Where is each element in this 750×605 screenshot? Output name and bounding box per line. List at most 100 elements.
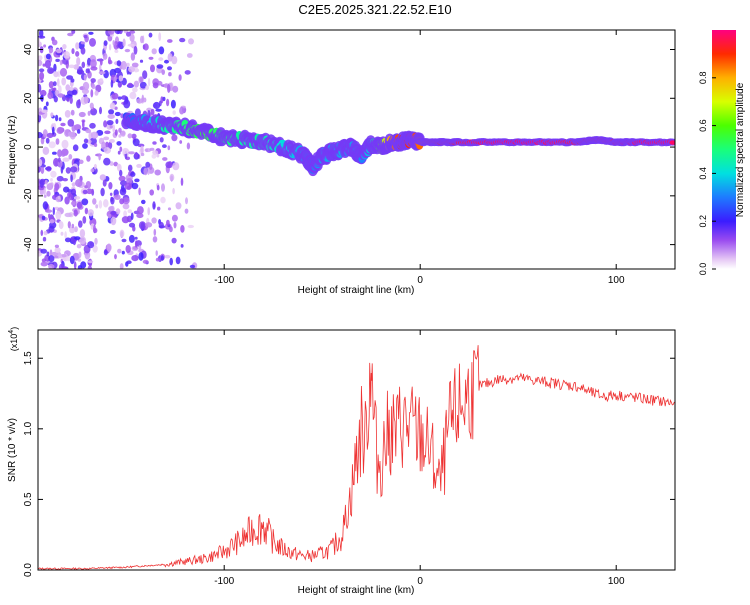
spectrogram-cell	[89, 38, 96, 47]
x-tick-label: 0	[417, 576, 423, 587]
spectrogram-cell	[147, 78, 151, 87]
spectrogram-cell	[87, 209, 94, 217]
spectrogram-cell	[40, 166, 45, 174]
y-tick-label: 1.5	[23, 351, 34, 365]
spectrogram-cell	[171, 55, 178, 65]
spectrogram-cell	[169, 257, 173, 266]
y-tick-label: -20	[23, 188, 34, 203]
spectrogram-cell	[106, 120, 114, 126]
spectrogram-cell	[43, 194, 47, 198]
spectrogram-cell	[164, 59, 169, 64]
spectrogram-cell	[57, 93, 64, 98]
spectrogram-cell	[56, 175, 64, 182]
spectrogram-cell	[83, 74, 87, 81]
spectrogram-cell	[134, 236, 138, 240]
spectrogram-cell	[108, 141, 113, 150]
spectrogram-cell	[39, 89, 47, 97]
spectrogram-cell	[41, 215, 46, 221]
spectrogram-cell	[78, 251, 82, 258]
spectrogram-cell	[156, 153, 160, 158]
spectrogram-cell	[63, 51, 70, 59]
spectrogram-cell	[57, 195, 61, 200]
spectrogram-cell	[102, 179, 107, 187]
spectrogram-cell	[65, 97, 70, 101]
spectrogram-cell	[112, 40, 115, 46]
spectrogram-cell	[78, 236, 87, 245]
spectrogram-cell	[127, 209, 132, 214]
spectrogram-xlabel: Height of straight line (km)	[298, 285, 415, 296]
spectrogram-cell	[60, 151, 66, 157]
spectrogram-cell	[103, 120, 108, 128]
spectrogram-cell	[167, 53, 173, 62]
spectrogram-cell	[150, 64, 155, 73]
spectrogram-cell	[38, 55, 43, 61]
spectrogram-cell	[90, 59, 97, 68]
spectrogram-cell	[155, 250, 158, 256]
spectrogram-cell	[107, 114, 115, 119]
spectrogram-cell	[129, 30, 136, 34]
spectrogram-cell	[45, 166, 52, 171]
spectrogram-cell	[187, 224, 194, 229]
spectrogram-cell	[99, 106, 102, 115]
snr-y-ticks: 0.0 0.5 1.0 1.5	[23, 351, 675, 577]
spectrogram-cell	[61, 254, 67, 258]
spectrogram-cell	[143, 167, 148, 176]
x-tick-label: -100	[214, 576, 234, 587]
spectrogram-ylabel: Frequency (Hz)	[7, 116, 18, 185]
spectrogram-cell	[172, 187, 175, 195]
x-tick-label: 100	[608, 275, 625, 286]
spectrogram-cell	[142, 259, 149, 264]
spectrogram-cell	[64, 237, 72, 243]
spectrogram-cell	[669, 140, 675, 145]
spectrogram-cell	[122, 197, 130, 205]
spectrogram-cell	[114, 111, 121, 117]
spectrogram-cell	[70, 78, 75, 83]
spectrogram-cell	[66, 75, 74, 80]
snr-ylabel: SNR (10 * v/v)	[7, 418, 18, 482]
spectrogram-cell	[184, 208, 189, 214]
spectrogram-cell	[49, 221, 57, 229]
spectrogram-cell	[40, 261, 48, 267]
colorbar-ticks: 0.0 0.2 0.4 0.6 0.8	[698, 72, 716, 275]
snr-panel: 0.0 0.5 1.0 1.5 -100 0 100 (x104) Height of s…	[7, 327, 676, 596]
spectrogram-cell	[130, 171, 136, 177]
spectrogram-cell	[91, 83, 96, 90]
spectrogram-cell	[78, 159, 84, 164]
spectrogram-cell	[43, 187, 46, 196]
spectrogram-cell	[123, 210, 127, 218]
spectrogram-cell	[90, 78, 96, 83]
spectrogram-cell	[171, 237, 177, 244]
spectrogram-cell	[56, 78, 60, 87]
spectrogram-cell	[67, 131, 74, 137]
spectrogram-cell	[78, 99, 81, 106]
spectrogram-cell	[117, 248, 122, 254]
spectrogram-cell	[77, 129, 81, 134]
spectrogram-cell	[48, 47, 54, 54]
spectrogram-cell	[70, 188, 77, 196]
spectrogram-cell	[129, 33, 135, 42]
spectrogram-cell	[117, 41, 122, 48]
colorbar: 0.0 0.2 0.4 0.6 0.8 Normalized spectral ampl…	[698, 30, 746, 275]
spectrogram-cell	[48, 255, 55, 263]
spectrogram-cell	[48, 263, 55, 269]
spectrogram-cell	[168, 72, 172, 77]
spectrogram-cell	[40, 248, 47, 254]
spectrogram-cell	[145, 148, 149, 153]
x-tick-label: 100	[608, 576, 625, 587]
spectrogram-cell	[138, 187, 141, 196]
spectrogram-y-ticks: -40 -20 0 20 40	[23, 44, 675, 252]
spectrogram-cell	[85, 181, 92, 189]
spectrogram-cell	[90, 66, 98, 71]
spectrogram-cell	[128, 151, 135, 155]
spectrogram-cell	[120, 130, 126, 137]
spectrogram-cell	[160, 196, 166, 204]
spectrogram-cell	[69, 226, 75, 234]
spectrogram-cell	[60, 165, 64, 174]
spectrogram-cell	[152, 150, 159, 155]
spectrogram-cell	[98, 71, 106, 75]
spectrogram-cell	[106, 243, 112, 252]
spectrogram-cell	[151, 48, 157, 55]
spectrogram-cell	[52, 207, 55, 216]
spectrogram-cell	[55, 48, 63, 54]
spectrogram-cell	[78, 220, 83, 228]
